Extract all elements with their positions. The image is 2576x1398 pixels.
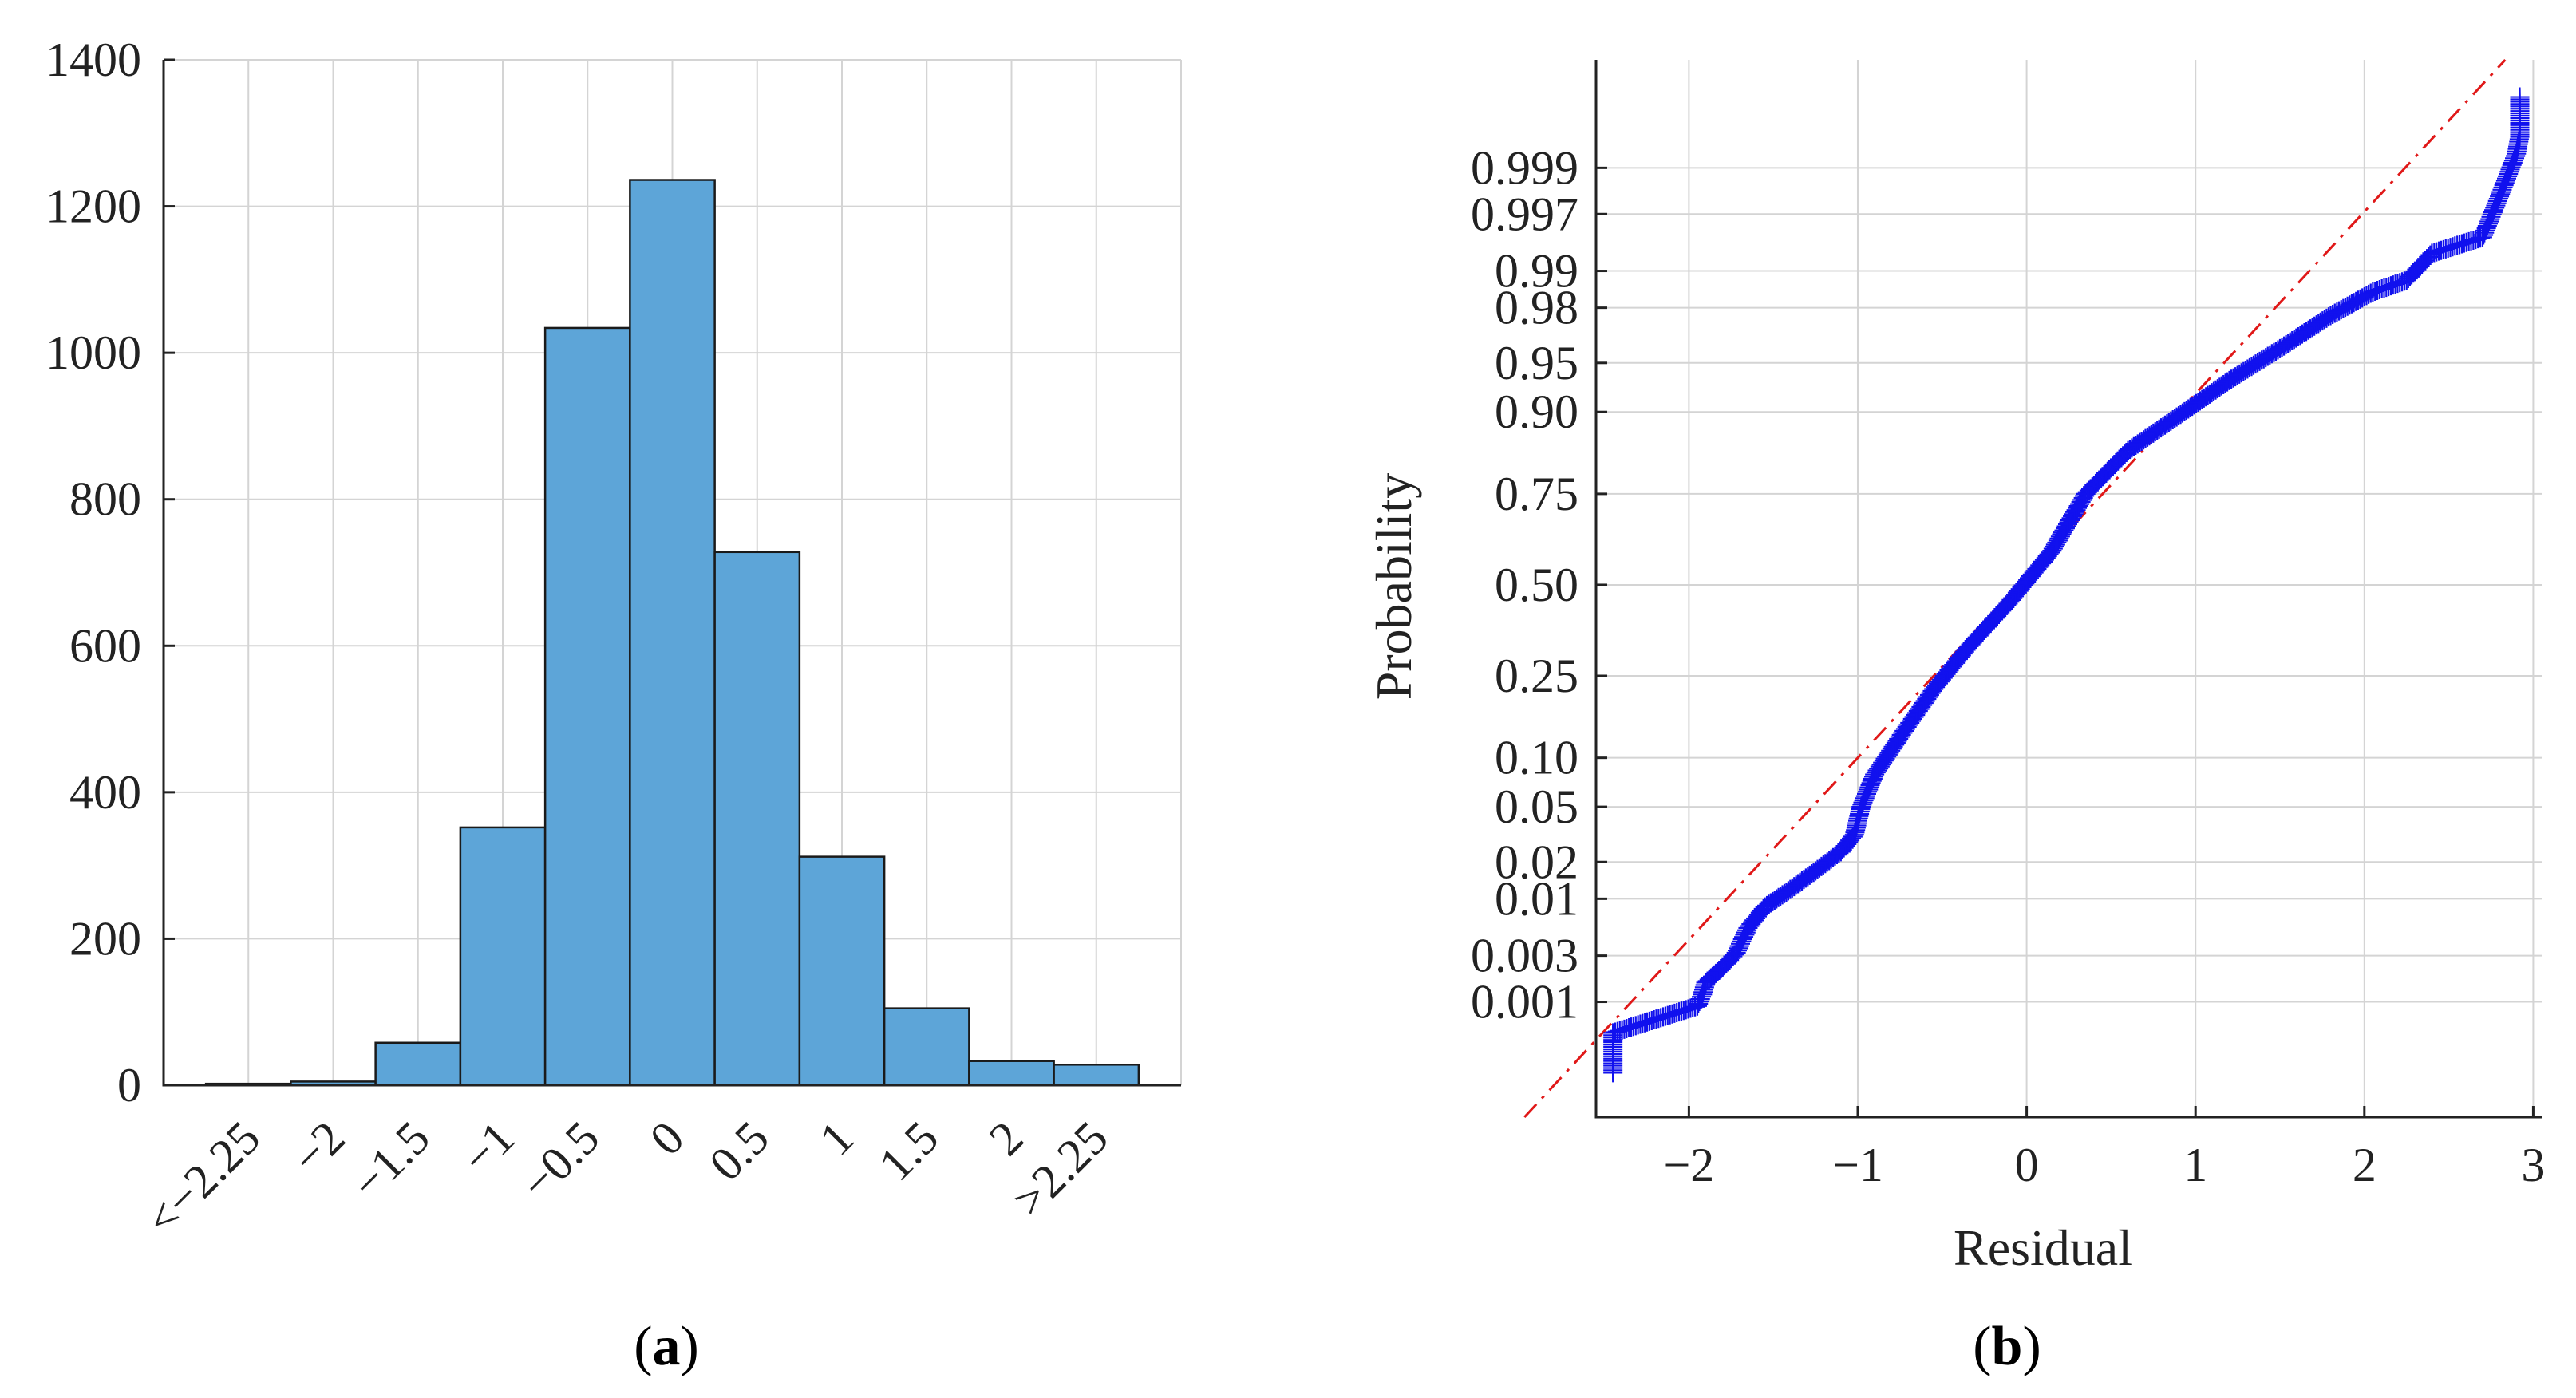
probability-y-tick-label: 0.95 [1495,337,1578,389]
histogram-x-tick-label: −1.5 [341,1112,440,1210]
histogram-bar [713,551,801,1087]
probability-y-tick-label: 0.75 [1495,468,1578,520]
histogram-y-tick-label: 200 [69,912,141,965]
probability-y-tick-label: 0.997 [1471,188,1578,240]
histogram-x-tick-label: <−2.25 [136,1112,271,1246]
histogram-bar [374,1041,462,1087]
normal-reference-line [1523,58,2507,1119]
probability-axes [1594,60,2542,1119]
probability-y-tick-label: 0.999 [1471,141,1578,194]
probability-y-tick-label: 0.50 [1495,559,1578,611]
histogram-bar [883,1007,970,1087]
probability-y-tick-label: 0.99 [1495,245,1578,298]
histogram-y-tick-label: 1000 [45,326,141,379]
histogram-axis-lines [162,60,1181,1087]
probability-y-tick-label: 0.25 [1495,650,1578,702]
residual-quantile-markers [1603,87,2530,1083]
probability-y-tick-label: 0.01 [1495,872,1578,925]
histogram-y-tick-label: 400 [69,766,141,819]
histogram-bar [543,326,631,1087]
histogram-x-tick-label: 1.5 [869,1112,949,1191]
probability-gridlines [1596,60,2542,1117]
histogram-y-tick-label: 600 [69,619,141,672]
probability-y-tick-label: 0.98 [1495,282,1578,334]
histogram-x-tick-label: 2 [979,1112,1033,1166]
histogram-y-tick-label: 0 [117,1059,141,1112]
histogram-x-tick-label: −0.5 [511,1112,610,1210]
probability-axis-lines [1594,60,2542,1119]
histogram-y-tick-label: 1200 [45,180,141,233]
probability-panel-letter: b [1992,1316,2023,1377]
histogram-panel-caption: (a) [634,1316,699,1377]
probability-y-tick-label: 0.001 [1471,976,1578,1029]
probability-panel-caption: (b) [1973,1316,2041,1377]
histogram-bar [1053,1064,1140,1087]
residual-x-tick-labels: −2 −1 0 1 2 3 [1663,1139,2545,1191]
histogram-bar [629,179,716,1087]
probability-y-tick-label: 0.003 [1471,930,1578,982]
histogram-x-tick-label: 0.5 [699,1112,779,1191]
histogram-bar [798,855,886,1087]
y-axis-title: Probability [1365,473,1422,700]
histogram-x-tick-labels: <−2.25 −2−1.5 −1−0.5 0 0.5 1 1.5 2>2.25 [136,1112,1118,1246]
x-axis-title: Residual [1954,1219,2132,1276]
residual-x-tick-label: −2 [1663,1139,1714,1191]
residual-x-tick-label: 0 [2015,1139,2039,1191]
residual-x-tick-label: 1 [2183,1139,2207,1191]
histogram-x-tick-label: 0 [640,1112,694,1166]
residual-x-tick-label: 3 [2521,1139,2545,1191]
residual-x-tick-label: −1 [1832,1139,1883,1191]
probability-y-tick-label: 0.10 [1495,732,1578,784]
histogram-bar [459,826,547,1087]
histogram-bars [204,179,1140,1087]
probability-y-tick-label: 0.90 [1495,385,1578,438]
histogram-panel-letter: a [653,1316,681,1377]
histogram-bar [968,1060,1055,1087]
histogram-y-tick-label: 800 [69,473,141,526]
histogram-x-tick-label: >2.25 [1002,1112,1118,1227]
histogram-axes [162,58,1181,1087]
probability-y-tick-label: 0.05 [1495,780,1578,833]
histogram-y-tick-labels: 0 200 400 600 800 1000 1200 1400 [45,34,141,1112]
probability-y-tick-label: 0.02 [1495,835,1578,888]
residual-x-tick-label: 2 [2353,1139,2376,1191]
quantile-marker [2510,87,2530,107]
histogram-y-tick-label: 1400 [45,34,141,86]
histogram-x-tick-label: 1 [809,1112,863,1166]
